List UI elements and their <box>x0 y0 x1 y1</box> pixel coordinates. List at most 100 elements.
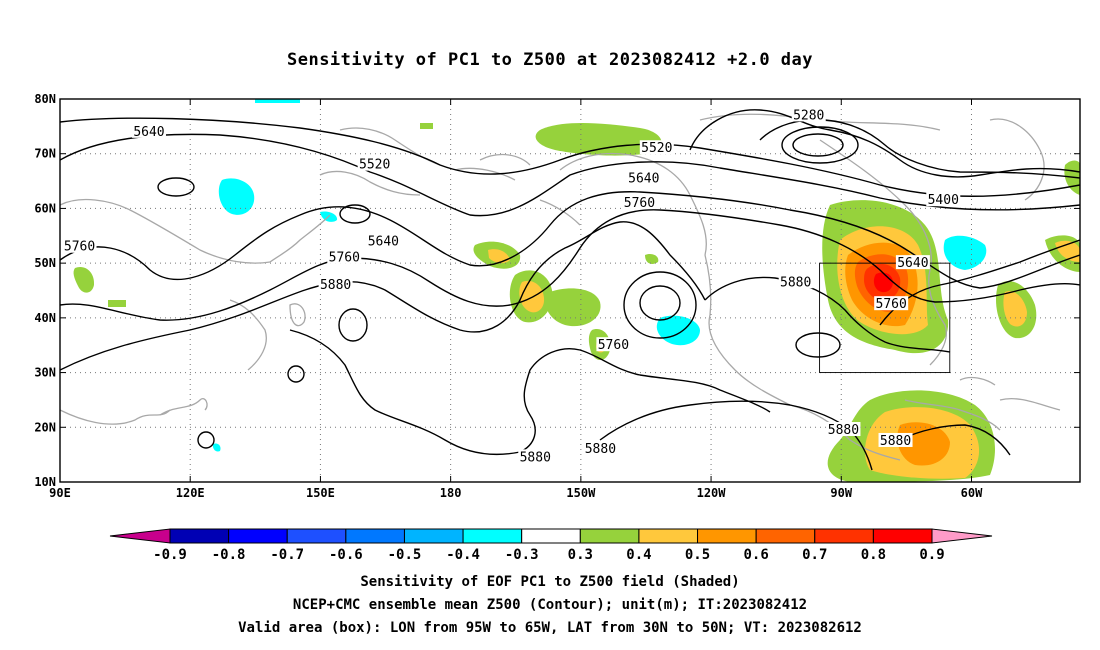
colorbar: -0.9 -0.8 -0.7 -0.6 -0.5 -0.4 -0.3 0.3 0.4 0.5 0.6… <box>109 528 993 563</box>
contour-label: 5640 <box>628 171 659 186</box>
lon-tick-label: 150W <box>566 486 596 500</box>
shade-positive-0.3 <box>420 123 433 129</box>
colorbar-label: -0.8 <box>212 547 246 563</box>
caption-line-1: Sensitivity of EOF PC1 to Z500 field (Sh… <box>360 574 740 590</box>
plot-frame <box>59 98 1081 483</box>
colorbar-low-extend <box>109 528 171 544</box>
colorbar-label: 0.5 <box>685 547 710 563</box>
caption-line-2: NCEP+CMC ensemble mean Z500 (Contour); u… <box>292 597 808 613</box>
valid-area-box <box>819 262 951 374</box>
shade-positive-0.4 <box>488 249 510 264</box>
shade-positive-0.3 <box>535 123 662 156</box>
colorbar-swatch <box>345 528 405 544</box>
contour-label: 5880 <box>828 423 859 438</box>
lon-tick-label: 120W <box>697 486 727 500</box>
contour-label: 5880 <box>520 450 551 465</box>
lat-tick-label: 20N <box>34 420 56 434</box>
shade-positive-0.4 <box>1003 291 1027 327</box>
lon-tick-label: 150E <box>306 486 335 500</box>
shade-negative-0.3 <box>218 178 255 215</box>
colorbar-label: 0.7 <box>802 547 827 563</box>
contour-label-bg <box>318 277 353 292</box>
colorbar-swatch <box>403 528 464 544</box>
contour-label-bg <box>874 296 909 311</box>
colorbar-label: -0.3 <box>505 547 539 563</box>
colorbar-swatch <box>462 528 523 544</box>
contour-label: 5520 <box>641 141 672 156</box>
lat-tick-label: 50N <box>34 256 56 270</box>
contour-label-bg <box>62 238 97 253</box>
sensitivity-map: 5640 5520 5520 5280 5400 5640 5760 5640 5760 5880… <box>34 92 1081 563</box>
lon-tick-label: 120E <box>176 486 205 500</box>
lat-tick-label: 80N <box>34 92 56 106</box>
lat-tick-label: 70N <box>34 147 56 161</box>
contour-label-bg <box>626 170 661 185</box>
shade-negative-0.3 <box>943 235 987 270</box>
contour-label: 5640 <box>133 125 164 140</box>
colorbar-label: -0.7 <box>270 547 304 563</box>
contour-label-bg <box>131 123 166 138</box>
contour-label: 5880 <box>320 278 351 293</box>
shade-positive-0.3 <box>545 288 601 327</box>
lon-tick-label: 180 <box>440 486 462 500</box>
colorbar-label: 0.9 <box>919 547 944 563</box>
contour-label-bg <box>826 422 861 437</box>
contour-label: 5400 <box>928 193 959 208</box>
lat-tick-label: 30N <box>34 366 56 380</box>
contour-label-bg <box>518 449 553 464</box>
contour-label-bg <box>622 194 657 209</box>
colorbar-swatch <box>521 528 581 544</box>
contour-label: 5520 <box>359 158 390 173</box>
shade-positive-0.3 <box>108 300 126 307</box>
colorbar-label: 0.8 <box>861 547 886 563</box>
colorbar-swatch <box>286 528 347 544</box>
contour-label-bg <box>778 274 813 289</box>
colorbar-label: 0.4 <box>626 547 651 563</box>
shade-positive-0.3 <box>73 266 95 293</box>
colorbar-label: -0.5 <box>388 547 422 563</box>
lat-tick-label: 10N <box>34 475 56 489</box>
shade-negative-0.3 <box>212 443 221 452</box>
contour-label: 5760 <box>876 297 907 312</box>
contour-label: 5880 <box>880 434 911 449</box>
lon-tick-label: 60W <box>961 486 983 500</box>
contour-label: 5640 <box>368 234 399 249</box>
colorbar-swatch <box>638 528 699 544</box>
page-title: Sensitivity of PC1 to Z500 at 2023082412… <box>286 50 813 70</box>
contour-label-bg <box>926 192 961 207</box>
contour-label-bg <box>327 249 362 264</box>
colorbar-high-extend <box>931 528 993 544</box>
contour-label-bg <box>878 432 913 447</box>
lon-tick-label: 90E <box>49 486 71 500</box>
contour-label-bg <box>357 156 392 171</box>
contour-label: 5760 <box>624 196 655 211</box>
contour-label-bg <box>895 255 930 270</box>
shade-positive-0.3 <box>645 253 659 264</box>
contour-label: 5640 <box>897 256 928 271</box>
contour-label: 5760 <box>64 240 95 255</box>
colorbar-label: 0.6 <box>744 547 769 563</box>
contour-label: 5880 <box>585 442 616 457</box>
contour-labels: 5640 5520 5520 5280 5400 5640 5760 5640 5760 5880… <box>62 107 961 465</box>
caption-line-3: Valid area (box): LON from 95W to 65W, L… <box>238 620 862 636</box>
contour-label: 5760 <box>329 251 360 266</box>
contour-label-bg <box>791 107 826 122</box>
contour-label: 5880 <box>780 275 811 290</box>
colorbar-swatch <box>755 528 816 544</box>
contour-label: 5280 <box>793 108 824 123</box>
lat-tick-label: 60N <box>34 201 56 215</box>
contour-label-bg <box>639 140 674 155</box>
colorbar-label: -0.4 <box>446 547 480 563</box>
colorbar-swatch <box>228 528 288 544</box>
contour-label-bg <box>583 441 618 456</box>
lat-tick-label: 40N <box>34 311 56 325</box>
colorbar-swatch <box>814 528 874 544</box>
colorbar-label: -0.9 <box>153 547 187 563</box>
colorbar-label: 0.3 <box>568 547 593 563</box>
lon-tick-label: 90W <box>830 486 852 500</box>
contour-label-bg <box>366 233 401 248</box>
colorbar-swatch <box>872 528 933 544</box>
contour-label-bg <box>596 337 631 352</box>
colorbar-swatch <box>697 528 757 544</box>
contour-label: 5760 <box>598 338 629 353</box>
